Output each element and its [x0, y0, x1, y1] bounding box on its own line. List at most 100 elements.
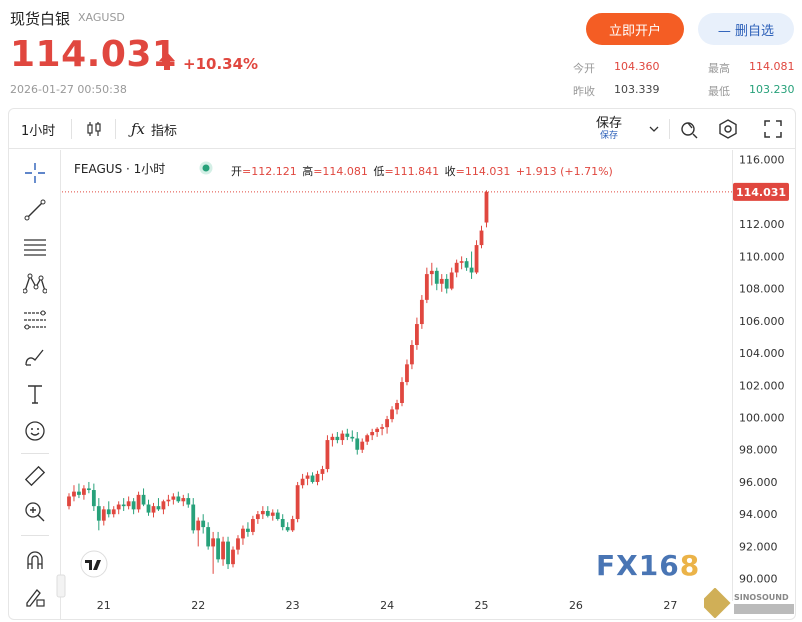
candle-body [305, 475, 310, 479]
candle-body [484, 191, 489, 223]
interval-selector[interactable]: 1小时 [21, 123, 56, 139]
zoom-in-tool[interactable] [22, 499, 48, 525]
text-tool[interactable] [22, 381, 48, 407]
crosshair-tool[interactable] [22, 160, 48, 186]
remove-watchlist-button[interactable]: — 删自选 [698, 13, 794, 45]
candle-body [434, 270, 439, 284]
last-price-tag [733, 182, 789, 201]
legend-low: =111.841 [384, 165, 440, 178]
candle-body [285, 527, 290, 531]
candle-body [131, 501, 136, 510]
candle-body [439, 278, 444, 284]
zoom-in-icon [25, 502, 45, 522]
indicators-label: 指标 [151, 123, 178, 139]
candle-body [390, 409, 394, 420]
crosshair-icon [25, 163, 45, 183]
magnet-icon [27, 551, 43, 569]
x-tick-label: 24 [380, 599, 394, 612]
brush-tool[interactable] [22, 344, 48, 370]
candle-body [315, 473, 320, 482]
candle-body [221, 541, 225, 560]
candle-body [126, 501, 131, 507]
candle-body [444, 278, 449, 289]
candle-body [360, 441, 365, 450]
candle-body [410, 344, 414, 365]
horizontal-lines-tool[interactable] [22, 234, 48, 260]
fx168-watermark: FX168 [596, 549, 701, 582]
candle-body [86, 488, 91, 491]
candle-body [206, 527, 211, 547]
save-button[interactable]: 保存 保存 [596, 109, 622, 149]
candle-body [355, 438, 360, 450]
open-label: 今开 [573, 62, 595, 75]
current-price: 114.031 [10, 34, 178, 75]
candle-body [395, 403, 399, 410]
candle-body [260, 510, 265, 515]
tradingview-logo-icon[interactable] [78, 550, 110, 578]
open-account-button[interactable]: 立即开户 [586, 13, 684, 45]
candle-body [454, 262, 459, 273]
candle-body [91, 490, 96, 507]
legend-close: =114.031 [455, 165, 511, 178]
legend-open-label: 开 [231, 165, 242, 178]
candle-style-button[interactable] [85, 109, 103, 149]
prev-close-label: 昨收 [573, 85, 595, 98]
magnet-tool[interactable] [22, 547, 48, 573]
lock-drawing-tool[interactable] [22, 584, 48, 610]
candle-body [429, 270, 434, 275]
save-dropdown[interactable] [649, 109, 659, 149]
change-percent: +10.34% [183, 55, 259, 73]
chart-toolbar: 1小时 ƒx 指标 保存 保存 [9, 109, 795, 149]
candle-body [156, 506, 161, 510]
candle-body [469, 267, 474, 273]
candle-body [270, 512, 275, 516]
candle-body [186, 498, 191, 505]
pattern-tool[interactable] [22, 270, 48, 296]
candle-body [82, 488, 86, 495]
toolbar-divider [669, 119, 670, 139]
candle-body [255, 514, 260, 520]
y-tick-label: 106.000 [739, 315, 785, 328]
instrument-symbol: XAGUSD [78, 11, 125, 24]
candle-body [67, 496, 71, 507]
indicators-button[interactable]: ƒx 指标 [131, 109, 177, 149]
candle-body [211, 538, 216, 547]
candle-body [290, 519, 295, 531]
last-price-tag-label: 114.031 [736, 186, 786, 199]
candle-body [121, 504, 126, 507]
settings-icon [719, 119, 737, 139]
snapshot-button[interactable] [679, 109, 699, 149]
y-tick-label: 92.000 [739, 540, 778, 553]
emoji-tool[interactable] [22, 418, 48, 444]
candle-body [236, 538, 240, 550]
x-tick-label: 23 [286, 599, 300, 612]
high-label: 最高 [708, 62, 730, 75]
svg-text:SINOSOUND: SINOSOUND [734, 593, 789, 602]
ruler-icon [24, 465, 46, 487]
candle-body [176, 496, 181, 502]
fib-tool[interactable] [22, 307, 48, 333]
ruler-tool[interactable] [22, 463, 48, 489]
candle-body [300, 478, 305, 486]
chevron-down-icon [649, 126, 659, 132]
legend-ohlc: 开=112.121 高=114.081 低=111.841 收=114.031 … [231, 163, 613, 179]
legend-change: +1.913 (+1.71%) [515, 165, 613, 178]
settings-button[interactable] [718, 109, 738, 149]
candle-body [365, 435, 370, 442]
candle-body [96, 506, 101, 521]
text-icon [28, 385, 42, 404]
candle-body [106, 509, 111, 515]
candle-body [146, 504, 151, 513]
candle-body [216, 538, 220, 560]
open-value: 104.360 [614, 60, 660, 73]
candle-body [201, 520, 206, 528]
high-value: 114.081 [749, 60, 795, 73]
y-tick-label: 90.000 [739, 573, 778, 586]
fullscreen-button[interactable] [764, 109, 782, 149]
fx-icon: ƒx [131, 120, 146, 138]
x-tick-label: 22 [191, 599, 205, 612]
trendline-tool[interactable] [22, 197, 48, 223]
candle-body [350, 436, 355, 439]
candle-body [275, 512, 280, 520]
